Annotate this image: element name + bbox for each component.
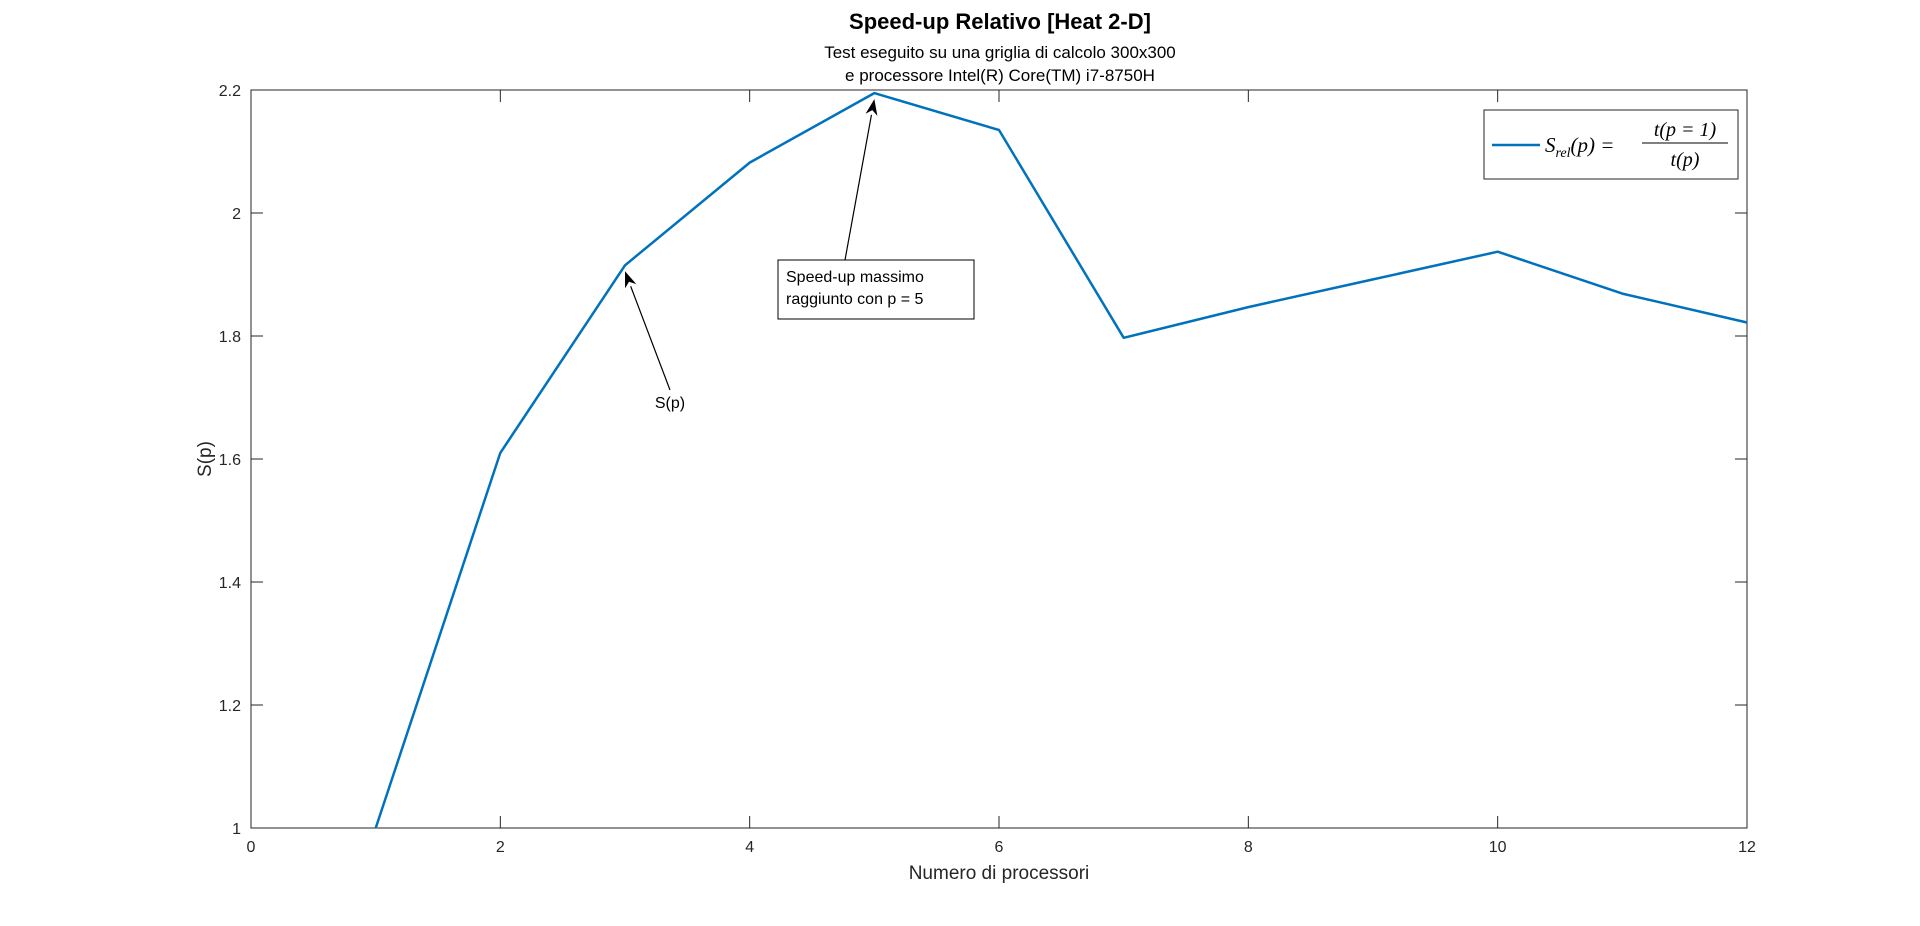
y-tick-label: 1.4 (219, 575, 241, 592)
annotation-sp: S(p) (625, 271, 685, 412)
legend-formula-denominator: t(p) (1671, 149, 1700, 171)
chart-subtitle-line-2: e processore Intel(R) Core(TM) i7-8750H (845, 66, 1155, 85)
annotation-max-arrow-line (844, 114, 873, 261)
y-tick-label: 1 (232, 821, 241, 838)
annotation-max-speedup: Speed-up massimo raggiunto con p = 5 (777, 99, 975, 320)
x-tick-label: 2 (496, 839, 505, 856)
x-tick-label: 12 (1738, 839, 1756, 856)
y-axis-label: S(p) (195, 441, 216, 477)
series-line (374, 91, 1748, 829)
x-tick-label: 10 (1489, 839, 1507, 856)
y-tick-label: 2 (232, 206, 241, 223)
x-tick-label: 0 (247, 839, 256, 856)
y-axis-ticks: 1 1.2 1.4 1.6 1.8 2 2.2 (219, 83, 1747, 838)
annotation-max-label-line-2: raggiunto con p = 5 (786, 291, 924, 308)
chart-subtitle-line-1: Test eseguito su una griglia di calcolo … (824, 43, 1176, 62)
legend: Srel(p) = t(p = 1) t(p) (1483, 109, 1739, 180)
y-tick-label: 1.6 (219, 452, 241, 469)
x-tick-label: 8 (1244, 839, 1253, 856)
plot-area (250, 89, 1748, 829)
annotation-max-label-line-1: Speed-up massimo (786, 269, 924, 286)
chart-title: Speed-up Relativo [Heat 2-D] (849, 9, 1151, 34)
y-tick-label: 2.2 (219, 83, 241, 100)
x-tick-label: 4 (745, 839, 754, 856)
y-tick-label: 1.8 (219, 329, 241, 346)
annotation-max-box (777, 259, 975, 320)
annotation-max-arrowhead (865, 99, 878, 116)
annotation-sp-arrowhead (625, 271, 637, 289)
annotation-sp-label: S(p) (655, 395, 685, 412)
annotation-sp-arrow-line (630, 286, 671, 391)
series-layer (374, 91, 1748, 829)
y-tick-label: 1.2 (219, 698, 241, 715)
x-axis-ticks: 0 2 4 6 8 10 12 (247, 90, 1756, 856)
legend-formula-lhs: Srel(p) = (1545, 133, 1614, 161)
legend-formula-numerator: t(p = 1) (1654, 119, 1717, 141)
x-axis-label: Numero di processori (909, 863, 1090, 884)
x-tick-label: 6 (995, 839, 1004, 856)
